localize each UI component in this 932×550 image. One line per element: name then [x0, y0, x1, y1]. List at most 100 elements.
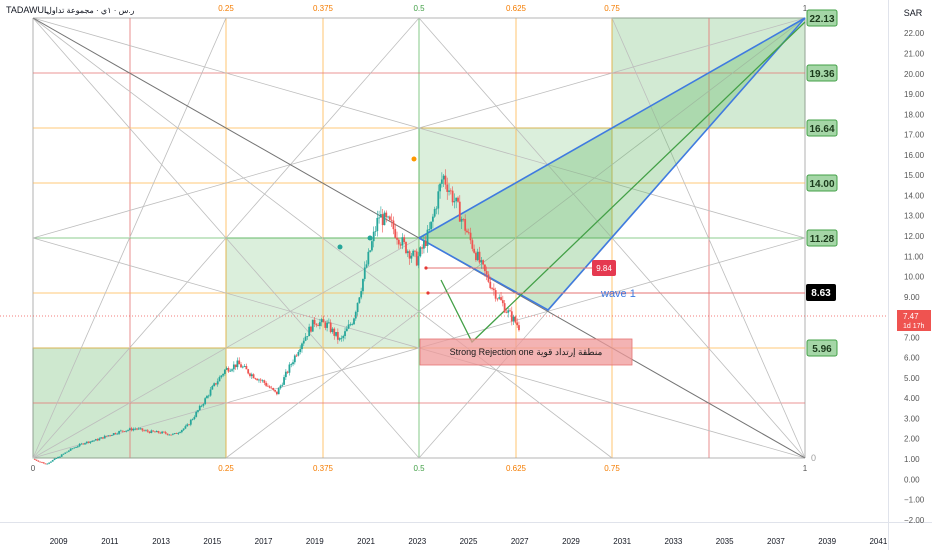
fib-label-bottom: 0: [31, 464, 36, 473]
candle-body: [161, 431, 164, 434]
candle-body: [109, 435, 112, 437]
symbol-description: ر.س · ١ي · مجموعة تداول: [46, 6, 135, 15]
price-tick: 21.00: [904, 50, 925, 59]
candle-body: [76, 446, 79, 448]
candle-body: [338, 338, 341, 340]
candle-body: [392, 220, 395, 230]
candle-body: [130, 428, 133, 431]
fib-label-top: 0.625: [506, 4, 527, 13]
candle-body: [403, 237, 406, 243]
candle-body: [496, 298, 499, 300]
price-axis[interactable]: 22.00 21.00 20.00 19.00 18.00 17.00 16.00 15.00…: [904, 29, 925, 525]
candle-body: [408, 251, 411, 259]
candle-body: [476, 251, 479, 261]
wave-upper-leg: [418, 17, 806, 239]
candle-body: [267, 385, 269, 387]
level-label: 22.13: [809, 14, 834, 25]
candle-body: [509, 310, 511, 312]
fib-label-bottom: 1: [803, 464, 808, 473]
candle-body: [306, 336, 309, 337]
candle-body: [37, 460, 40, 462]
projection-triangle: [419, 18, 805, 310]
candle-body: [288, 364, 291, 373]
candle-body: [483, 264, 486, 272]
time-tick: 2011: [101, 537, 119, 546]
candle-body: [163, 431, 165, 433]
candle-body: [390, 219, 393, 221]
candle-body: [410, 255, 413, 259]
candle-body: [94, 439, 97, 441]
candle-body: [211, 386, 214, 390]
candle-body: [258, 379, 260, 381]
time-tick: 2037: [767, 537, 785, 546]
candle-body: [102, 437, 104, 439]
candle-body: [213, 383, 216, 387]
candle-body: [347, 324, 350, 329]
time-tick: 2017: [255, 537, 273, 546]
candle-body: [320, 319, 323, 323]
candle-body: [478, 251, 481, 263]
candle-body: [503, 303, 506, 313]
current-price-label: 7.47: [903, 312, 919, 321]
candle-body: [329, 322, 332, 333]
candle-body: [216, 381, 219, 385]
time-axis[interactable]: 2009 2011 2013 2015 2017 2019 2021 2023 2025 2027…: [50, 537, 888, 546]
candle-body: [182, 428, 185, 431]
price-tick: 4.00: [904, 394, 920, 403]
candle-body: [48, 462, 51, 464]
price-tick: 15.00: [904, 171, 925, 180]
candle-body: [200, 405, 203, 407]
wave-path: [418, 17, 806, 312]
bottom-right-zero: 0: [811, 453, 816, 463]
candle-body: [254, 378, 257, 379]
candle-body: [118, 431, 120, 434]
candle-body: [455, 197, 458, 202]
time-tick: 2019: [306, 537, 324, 546]
time-tick: 2041: [869, 537, 887, 546]
rejection-zone-label: Strong Rejection one منطقة إرتداد قوية: [450, 347, 603, 358]
target-label: 9.84: [596, 264, 612, 273]
candle-body: [259, 379, 262, 381]
candle-body: [353, 318, 355, 325]
price-tick: 7.00: [904, 333, 920, 342]
candle-body: [442, 175, 445, 180]
candle-body: [444, 175, 447, 185]
candle-body: [84, 443, 86, 445]
candle-body: [281, 384, 284, 386]
candle-body: [119, 430, 122, 432]
candle-body: [152, 430, 155, 432]
candle-body: [469, 232, 472, 241]
candles: [33, 169, 520, 465]
marked-price-box: [806, 284, 836, 301]
candle-body: [310, 326, 312, 332]
current-price-box: [897, 310, 931, 331]
time-tick: 2023: [408, 537, 426, 546]
candle-body: [41, 461, 43, 463]
price-tick: −2.00: [904, 516, 925, 525]
candle-body: [516, 322, 519, 326]
level-box: [806, 229, 838, 247]
candle-body: [243, 366, 246, 367]
candle-body: [186, 424, 189, 427]
candle-body: [514, 316, 517, 323]
candle-body: [492, 288, 495, 291]
candle-body: [440, 179, 443, 184]
candle-body: [279, 385, 282, 389]
candle-body: [197, 410, 199, 412]
candle-body: [238, 360, 241, 365]
candle-body: [189, 419, 192, 425]
candle-body: [107, 435, 110, 437]
candle-body: [501, 300, 504, 304]
candle-body: [340, 337, 343, 339]
candle-body: [462, 218, 465, 220]
wave-label: wave 1: [600, 288, 636, 300]
candle-body: [89, 441, 92, 443]
candle-body: [55, 458, 58, 460]
candle-body: [354, 311, 357, 319]
fib-labels-top: 0.25 0.375 0.5 0.625 0.75 1: [218, 4, 808, 13]
level-label: 16.64: [809, 124, 834, 135]
candle-body: [431, 216, 434, 222]
candle-body: [125, 430, 128, 432]
candle-body: [482, 260, 485, 265]
